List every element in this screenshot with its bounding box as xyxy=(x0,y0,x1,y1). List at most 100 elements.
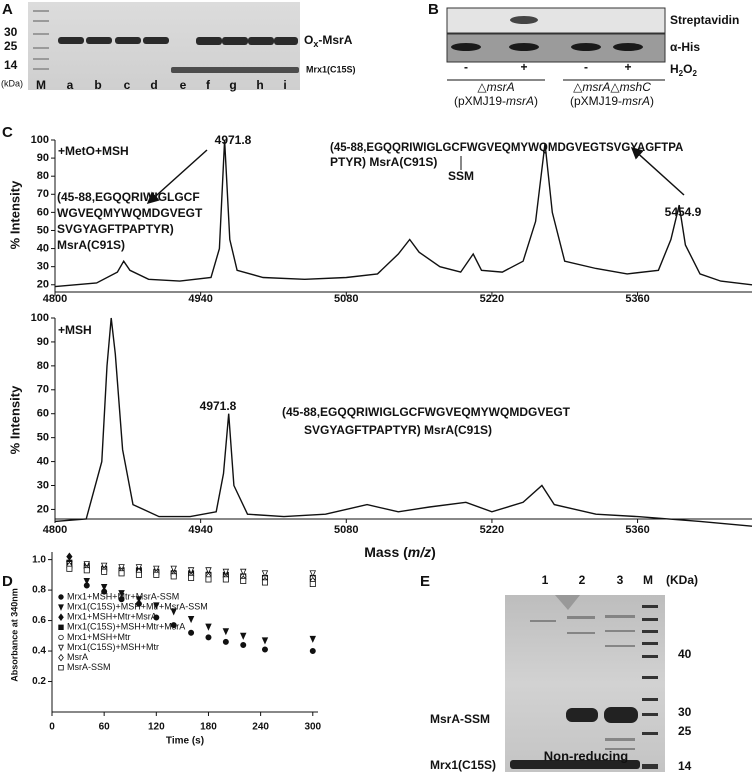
annotation: MsrA(C91S) xyxy=(57,238,125,252)
y-tick-label: 100 xyxy=(31,134,49,146)
x-tick-label: 5360 xyxy=(625,524,649,536)
y-tick-label: 1.0 xyxy=(32,554,46,565)
gel-artifact xyxy=(555,595,580,610)
legend-label: Mrx1+MSH+Mtr xyxy=(67,632,131,642)
marker xyxy=(135,564,143,572)
x-tick-label: 4940 xyxy=(188,293,212,305)
treatment: - xyxy=(584,60,588,74)
y-tick-label: 0.4 xyxy=(32,646,46,657)
legend-label: Mrx1(C15S)+MSH+Mtr+MsrA xyxy=(67,622,185,632)
x-axis-label: Time (s) xyxy=(166,736,204,747)
lane-label: 2 xyxy=(579,573,586,587)
panel-d: D xyxy=(2,573,13,590)
marker xyxy=(187,616,195,624)
x-tick-label: 4800 xyxy=(43,524,67,536)
x-tick-label: 5220 xyxy=(480,293,504,305)
band-label: Mrx1(C15S) xyxy=(430,758,496,772)
marker xyxy=(240,632,247,640)
marker xyxy=(261,646,268,653)
legend-label: Mrx1+MSH+Mtr+MsrA xyxy=(67,612,157,622)
x-tick-label: 5080 xyxy=(334,524,358,536)
y-tick-label: 30 xyxy=(37,479,49,491)
y-tick-label: 30 xyxy=(37,261,49,273)
marker xyxy=(222,628,230,636)
annotation: SVGYAGFTPAPTYR) xyxy=(57,222,174,236)
marker xyxy=(135,596,143,604)
unit-label: (KDa) xyxy=(666,573,698,587)
marker xyxy=(118,590,125,598)
lane-label: h xyxy=(256,78,263,92)
y-tick-label: 100 xyxy=(31,312,49,324)
band-label: MsrA-SSM xyxy=(430,712,490,726)
legend-marker xyxy=(58,665,64,671)
annotation: PTYR) MsrA(C91S) xyxy=(330,155,437,169)
legend-marker xyxy=(58,624,64,630)
lane-label: e xyxy=(180,78,187,92)
x-tick-label: 5080 xyxy=(334,293,358,305)
marker xyxy=(83,567,90,574)
marker xyxy=(261,637,269,645)
marker xyxy=(101,568,108,575)
legend-marker xyxy=(58,613,64,621)
y-axis-label: Absorbance at 340nm xyxy=(9,588,19,682)
reagent: H2O2 xyxy=(670,62,697,78)
mw-label: 25 xyxy=(4,39,18,53)
blot-bands xyxy=(451,43,643,51)
y-tick-label: 80 xyxy=(37,170,49,182)
panel-label: E xyxy=(420,573,430,590)
y-tick-label: 40 xyxy=(37,242,49,254)
marker xyxy=(118,564,125,572)
lane-label: i xyxy=(283,78,286,92)
y-axis-label: % Intensity xyxy=(7,385,22,454)
lane-label: g xyxy=(229,78,236,92)
marker xyxy=(66,552,73,561)
annotation: SSM xyxy=(448,169,474,183)
marker xyxy=(205,623,212,631)
y-tick-label: 20 xyxy=(37,503,49,515)
mw-label: 30 xyxy=(678,705,692,719)
chart-title: +MetO+MSH xyxy=(58,144,129,158)
panel-label: B xyxy=(428,1,439,18)
marker xyxy=(153,571,160,578)
marker xyxy=(118,570,125,577)
lane-label: d xyxy=(150,78,157,92)
panel-label: D xyxy=(2,573,13,590)
lane-label: M xyxy=(643,573,653,587)
x-tick-label: 120 xyxy=(148,722,165,733)
spectrum xyxy=(54,139,753,288)
legend-label: Mrx1(C15S)+MSH+Mtr xyxy=(67,642,159,652)
mw-label: 25 xyxy=(678,724,692,738)
mw-label: 40 xyxy=(678,647,692,661)
panel-label: C xyxy=(2,124,13,141)
arrow xyxy=(146,149,208,205)
plasmid: (pXMJ19-msrA) xyxy=(454,94,538,108)
marker xyxy=(100,584,108,592)
marker xyxy=(170,565,177,573)
lane-label: 1 xyxy=(542,573,549,587)
mw-label: 30 xyxy=(4,25,18,39)
x-tick-label: 180 xyxy=(200,722,217,733)
legend-label: MsrA-SSM xyxy=(67,662,111,672)
marker xyxy=(188,629,195,636)
panel-a: A 30 25 14 (kDa) Ox-MsrA Mrx1(C15S) xyxy=(1,1,356,90)
x-tick-label: 4800 xyxy=(43,293,67,305)
y-tick-label: 90 xyxy=(37,336,49,348)
lane-label: 3 xyxy=(617,573,624,587)
annotation: SVGYAGFTPAPTYR) MsrA(C91S) xyxy=(304,423,492,437)
legend-marker xyxy=(58,594,64,600)
y-tick-label: 20 xyxy=(37,279,49,291)
y-tick-label: 80 xyxy=(37,360,49,372)
peak-label: 5454.9 xyxy=(665,205,702,219)
marker xyxy=(222,568,230,576)
legend-label: Mrx1+MSH+Mtr+MsrA-SSM xyxy=(67,591,179,601)
row-label: Streptavidin xyxy=(670,13,739,27)
band-label: Ox-MsrA xyxy=(304,33,353,49)
peak-label: 4971.8 xyxy=(215,133,252,147)
mw-label: 14 xyxy=(678,759,692,773)
legend-marker xyxy=(58,653,64,662)
y-tick-label: 0.8 xyxy=(32,585,46,596)
x-tick-label: 5220 xyxy=(480,524,504,536)
condition: Non-reducing xyxy=(544,748,629,763)
legend-label: Mrx1(C15S)+MSH+Mtr+MsrA-SSM xyxy=(67,601,208,611)
